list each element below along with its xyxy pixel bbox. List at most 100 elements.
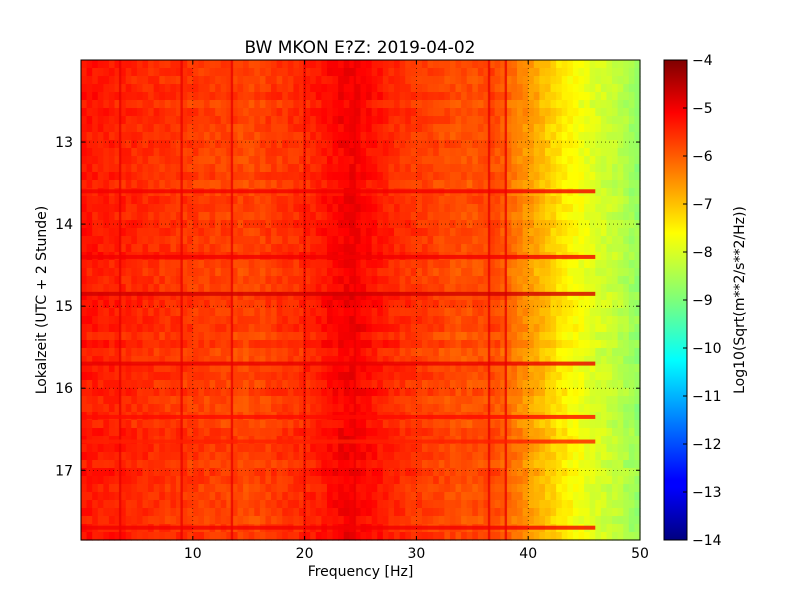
heatmap-cell (472, 332, 479, 341)
heatmap-cell (600, 404, 608, 413)
heatmap-cell (371, 124, 378, 133)
heatmap-cell (170, 228, 177, 237)
heatmap-cell (187, 116, 194, 125)
heatmap-cell (433, 444, 440, 453)
heatmap-cell (567, 244, 574, 253)
heatmap-cell (125, 404, 132, 413)
heatmap-cell (108, 132, 116, 141)
heatmap-cell (489, 380, 496, 389)
heatmap-cell (265, 116, 272, 125)
heatmap-cell (556, 308, 563, 317)
heatmap-cell (293, 68, 300, 77)
heatmap-cell (276, 404, 283, 413)
heatmap-cell (505, 180, 513, 189)
heatmap-cell (556, 244, 563, 253)
heatmap-cell (136, 268, 144, 277)
heatmap-cell (388, 444, 395, 453)
heatmap-cell (326, 380, 334, 389)
heatmap-cell (371, 364, 378, 373)
heatmap-cell (226, 228, 233, 237)
heatmap-cell (606, 300, 613, 309)
heatmap-cell (489, 372, 496, 381)
heatmap-cell (354, 292, 362, 301)
heatmap-cell (148, 68, 155, 77)
heatmap-cell (237, 108, 244, 117)
heatmap-cell (405, 196, 412, 205)
heatmap-cell (612, 148, 619, 157)
heatmap-cell (421, 204, 429, 213)
heatmap-cell (483, 116, 490, 125)
heatmap-cell (539, 60, 546, 69)
heatmap-cell (265, 76, 272, 85)
heatmap-cell (198, 308, 205, 317)
heatmap-cell (276, 212, 283, 221)
heatmap-cell (360, 260, 367, 269)
heatmap-cell (505, 332, 513, 341)
heatmap-cell (120, 340, 127, 349)
heatmap-cell (343, 300, 350, 309)
heatmap-cell (203, 228, 211, 237)
heatmap-cell (114, 260, 121, 269)
heatmap-cell (248, 148, 255, 157)
heatmap-cell (567, 60, 574, 69)
heatmap-cell (299, 404, 306, 413)
heatmap-cell (550, 388, 557, 397)
heatmap-cell (433, 124, 440, 133)
heatmap-cell (248, 284, 255, 293)
heatmap-cell (343, 372, 350, 381)
heatmap-cell (410, 108, 417, 117)
heatmap-cell (321, 212, 328, 221)
heatmap-cell (304, 124, 311, 133)
heatmap-cell (589, 428, 596, 437)
heatmap-cell (483, 236, 490, 245)
heatmap-cell (192, 308, 199, 317)
heatmap-cell (567, 380, 574, 389)
heatmap-cell (405, 228, 412, 237)
heatmap-cell (494, 388, 501, 397)
heatmap-cell (198, 356, 205, 365)
heatmap-cell (578, 244, 585, 253)
heatmap-cell (170, 84, 177, 93)
heatmap-cell (595, 348, 602, 357)
heatmap-cell (449, 348, 457, 357)
heatmap-cell (220, 116, 227, 125)
heatmap-cell (114, 244, 121, 253)
heatmap-cell (449, 324, 457, 333)
heatmap-cell (248, 396, 255, 405)
heatmap-cell (556, 300, 563, 309)
heatmap-cell (131, 124, 138, 133)
heatmap-cell (600, 324, 608, 333)
heatmap-cell (332, 452, 339, 461)
heatmap-cell (326, 140, 334, 149)
heatmap-cell (131, 180, 138, 189)
heatmap-cell (623, 372, 630, 381)
heatmap-cell (466, 308, 473, 317)
heatmap-cell (634, 244, 641, 253)
heatmap-cell (617, 100, 624, 109)
heatmap-cell (466, 276, 473, 285)
heatmap-cell (310, 164, 317, 173)
heatmap-cell (494, 228, 501, 237)
heatmap-cell (394, 396, 401, 405)
heatmap-cell (248, 380, 255, 389)
heatmap-cell (461, 244, 468, 253)
heatmap-cell (231, 68, 239, 77)
heatmap-cell (483, 156, 490, 165)
heatmap-cell (338, 172, 345, 181)
heatmap-cell (584, 332, 591, 341)
heatmap-cell (176, 324, 183, 333)
heatmap-cell (477, 116, 485, 125)
heatmap-cell (282, 340, 289, 349)
heatmap-cell (444, 340, 451, 349)
heatmap-cell (617, 76, 624, 85)
heatmap-cell (215, 396, 222, 405)
heatmap-cell (628, 260, 636, 269)
heatmap-cell (606, 92, 613, 101)
heatmap-cell (226, 324, 233, 333)
heatmap-cell (198, 108, 205, 117)
heatmap-cell (455, 140, 462, 149)
heatmap-cell (466, 300, 473, 309)
heatmap-cell (623, 172, 630, 181)
heatmap-cell (315, 100, 322, 109)
heatmap-cell (405, 404, 412, 413)
